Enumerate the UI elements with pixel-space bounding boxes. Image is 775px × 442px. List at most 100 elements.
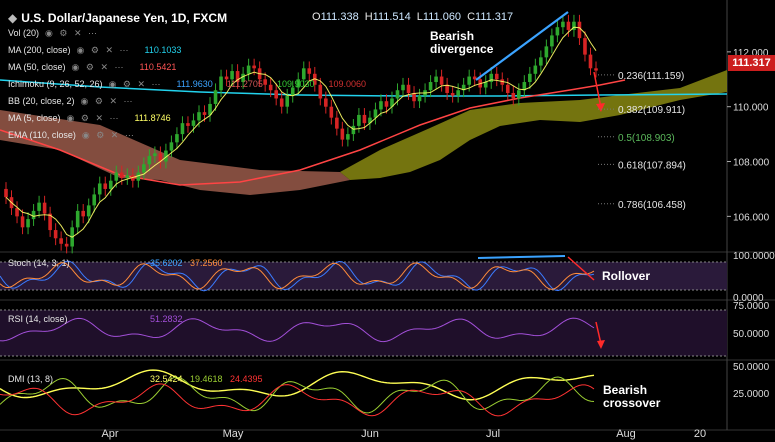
candle-body	[142, 164, 146, 173]
indicator-settings-icon[interactable]: ◉ ⚙ ✕ ⋯	[45, 28, 99, 38]
x-axis-label: Jul	[486, 428, 500, 440]
candle-body	[53, 230, 58, 239]
annotation-bearish-divergence: Bearish divergence	[430, 29, 494, 56]
indicator-settings-icon[interactable]: ◉ ⚙ ✕ ⋯	[80, 96, 135, 106]
x-axis-label: May	[223, 428, 244, 440]
candle-body	[31, 210, 36, 220]
candle-body	[4, 188, 8, 198]
candle-body	[103, 183, 108, 189]
candle-body	[252, 65, 256, 69]
candle-body	[395, 90, 400, 99]
candle-body	[191, 120, 196, 126]
stoch-tick-label: 100.0000	[733, 251, 775, 262]
indicator-0[interactable]: Vol (20) ◉ ⚙ ✕ ⋯	[8, 28, 99, 39]
candle-body	[324, 98, 328, 107]
indicator-value: 111.8746	[134, 113, 171, 123]
fib-level-label: 0.618(107.894)	[618, 160, 686, 171]
stoch-band	[0, 262, 727, 290]
candle-body	[290, 87, 295, 96]
candle-body	[158, 153, 163, 162]
candle-body	[533, 65, 538, 74]
indicator-settings-icon[interactable]: ◉ ⚙ ✕ ⋯	[66, 113, 121, 123]
candle-body	[37, 202, 41, 211]
indicator-settings-icon[interactable]: ◉ ⚙ ✕ ⋯	[76, 45, 131, 55]
candle-body	[539, 57, 543, 66]
candle-body	[577, 21, 582, 39]
stoch-d-line	[0, 262, 595, 290]
indicator-3[interactable]: Ichimoku (9, 26, 52, 26) ◉ ⚙ ✕ ⋯ 111.9630 1…	[8, 79, 366, 90]
indicator-settings-icon[interactable]: ◉ ⚙ ✕ ⋯	[81, 130, 136, 140]
candle-body	[219, 76, 223, 91]
candle-body	[401, 84, 405, 91]
ohlc-value-l: 111.060	[422, 11, 462, 23]
candle-body	[15, 208, 19, 217]
dmi-panel-label: DMI (13, 8)	[8, 374, 53, 384]
bearish-arrow-head	[596, 103, 605, 112]
price-tick-label: 106.000	[733, 212, 770, 223]
indicator-5[interactable]: MA (5, close) ◉ ⚙ ✕ ⋯ 111.8746	[8, 113, 171, 124]
candle-body	[357, 114, 361, 126]
price-tick-label: 112.000	[733, 48, 769, 59]
indicator-value: 110.1033	[144, 45, 182, 55]
candle-body	[147, 156, 152, 165]
candle-body	[588, 54, 593, 69]
candle-body	[285, 95, 290, 107]
ma5-line	[5, 26, 597, 238]
x-axis-label: 20	[694, 428, 706, 440]
candle-body	[572, 21, 576, 30]
candle-body	[208, 103, 212, 115]
candle-body	[450, 92, 455, 96]
candle-body	[75, 210, 80, 228]
candle-body	[335, 117, 339, 129]
candle-body	[373, 109, 378, 118]
fib-level-label: 0.5(108.903)	[618, 133, 675, 144]
ohlc-value-o: 111.338	[320, 11, 359, 23]
candle-body	[472, 76, 477, 80]
chart-title: ◆ U.S. Dollar/Japanese Yen, 1D, FXCM	[8, 11, 228, 25]
indicator-1[interactable]: MA (200, close) ◉ ⚙ ✕ ⋯ 110.1033	[8, 45, 181, 56]
candle-body	[505, 84, 510, 93]
candle-body	[489, 73, 494, 83]
collapse-arrow-icon[interactable]: ◆	[8, 11, 18, 25]
candle-body	[428, 82, 433, 91]
stoch-panel-label: Stoch (14, 3, 1)	[8, 258, 70, 268]
indicator-value: 109.0060	[328, 79, 367, 89]
candle-body	[48, 213, 52, 231]
stoch-panel-value: 35.6202	[150, 258, 183, 268]
candle-body	[169, 142, 174, 151]
candle-body	[594, 68, 598, 71]
candle-body	[59, 238, 63, 244]
candle-body	[92, 194, 97, 206]
candle-body	[125, 175, 130, 178]
ohlc-key-h: H	[364, 11, 373, 23]
indicator-value: 111.9630	[176, 79, 213, 89]
annotation-rollover: Rollover	[602, 269, 651, 283]
indicator-settings-icon[interactable]: ◉ ⚙ ✕ ⋯	[71, 62, 126, 72]
candle-body	[561, 21, 565, 28]
candle-body	[274, 90, 278, 99]
indicator-label: BB (20, close, 2)	[8, 96, 75, 106]
candle-body	[153, 153, 157, 157]
candle-body	[246, 65, 251, 74]
dmi-plus-line	[0, 376, 595, 414]
rsi-panel-label: RSI (14, close)	[8, 314, 68, 324]
stoch-panel-value: 37.2560	[190, 258, 223, 268]
candle-body	[235, 71, 240, 83]
candle-body	[175, 134, 179, 143]
candle-body	[318, 84, 323, 99]
candle-body	[362, 114, 367, 124]
candle-body	[517, 90, 521, 99]
candle-body	[81, 210, 85, 217]
rsi-tick-label: 75.0000	[733, 301, 770, 312]
candle-body	[439, 76, 444, 85]
candle-body	[197, 112, 201, 121]
candle-body	[114, 172, 119, 181]
indicator-settings-icon[interactable]: ◉ ⚙ ✕ ⋯	[108, 79, 163, 89]
rsi-band	[0, 310, 727, 356]
indicator-6[interactable]: EMA (110, close) ◉ ⚙ ✕ ⋯	[8, 130, 136, 141]
candle-body	[329, 106, 334, 118]
indicator-4[interactable]: BB (20, close, 2) ◉ ⚙ ✕ ⋯	[8, 96, 135, 107]
indicator-2[interactable]: MA (50, close) ◉ ⚙ ✕ ⋯ 110.5421	[8, 62, 176, 73]
candle-body	[42, 202, 47, 214]
candle-body	[384, 101, 389, 107]
